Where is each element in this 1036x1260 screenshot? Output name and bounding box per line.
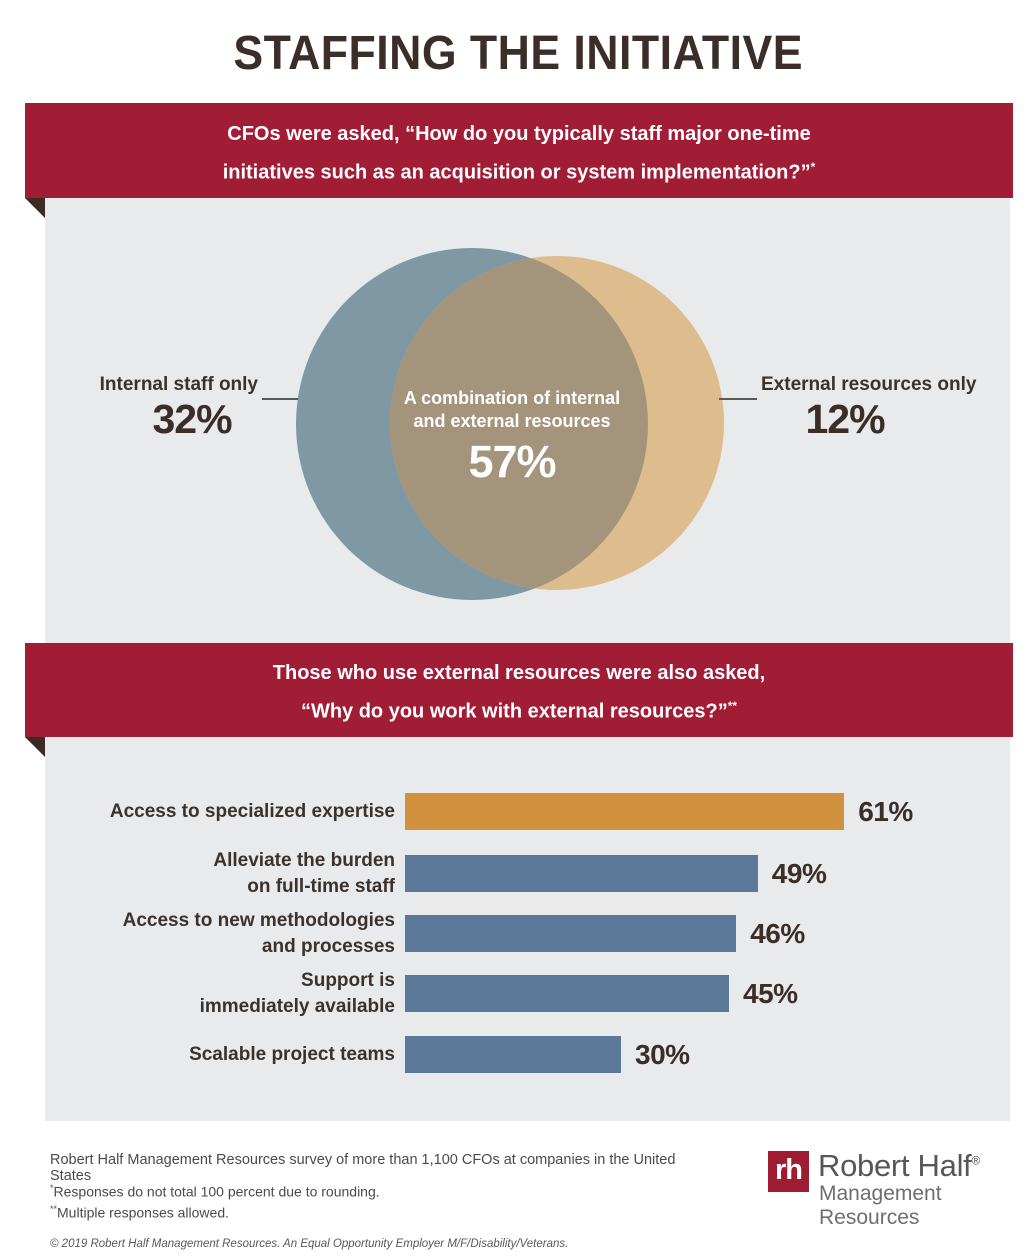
footnote-1: *Responses do not total 100 percent due … [50, 1183, 380, 1200]
footnote-marker-2: ** [727, 699, 738, 713]
venn-right-connector-line [719, 398, 757, 400]
venn-right-label: External resources only [761, 374, 977, 395]
footnote-marker-1: * [810, 160, 816, 174]
bar-label: Support is immediately available [199, 969, 395, 1017]
bar-label: Access to specialized expertise [109, 800, 395, 822]
bar-label: Scalable project teams [189, 1043, 395, 1065]
bar [405, 855, 758, 892]
venn-panel: Internal staff only 32% A combination of… [45, 198, 1010, 643]
question-2-line-2: “Why do you work with external resources… [300, 699, 738, 723]
question-2-line-1: Those who use external resources were al… [272, 662, 766, 684]
robert-half-logo-icon: rh [768, 1151, 809, 1192]
question-banner-2: Those who use external resources were al… [25, 643, 1013, 737]
bar-value: 30% [635, 1038, 690, 1070]
venn-left-connector-line [262, 398, 298, 400]
venn-right-value: 12% [805, 396, 885, 442]
bar [405, 975, 729, 1012]
registered-mark: ® [971, 1153, 981, 1168]
bar [405, 915, 737, 952]
venn-diagram [296, 248, 724, 600]
bar-label: Alleviate the burden on full-time staff [213, 849, 395, 897]
bar-value: 45% [743, 977, 798, 1009]
bar-chart-panel: Access to specialized expertise 61% Alle… [45, 737, 1010, 1121]
footnotes: *Responses do not total 100 percent due … [50, 1180, 700, 1221]
bar-row: Alleviate the burden on full-time staff … [45, 850, 1010, 897]
bar-value: 49% [771, 857, 827, 889]
robert-half-logo-division: Management Resources [819, 1182, 942, 1229]
banner-fold-triangle-2 [25, 737, 45, 757]
question-1-line-2: initiatives such as an acquisition or sy… [222, 160, 816, 184]
bar-value: 61% [858, 795, 913, 827]
bar-label: Access to new methodologies and processe… [122, 909, 395, 957]
bar [405, 793, 845, 830]
banner-fold-triangle-1 [25, 198, 45, 218]
survey-note: Robert Half Management Resources survey … [50, 1152, 676, 1184]
page-title: STAFFING THE INITIATIVE [233, 27, 803, 80]
venn-center-group: A combination of internal and external r… [382, 387, 642, 488]
bar-row: Scalable project teams 30% [45, 1036, 1010, 1073]
venn-center-label: A combination of internal and external r… [403, 388, 621, 431]
bar-row: Access to specialized expertise 61% [45, 793, 1010, 830]
question-banner-1: CFOs were asked, “How do you typically s… [25, 103, 1013, 198]
robert-half-logo-name: Robert Half® [818, 1148, 981, 1183]
bar-value: 46% [750, 917, 805, 949]
footnote-2: **Multiple responses allowed. [50, 1203, 229, 1221]
venn-center-value: 57% [468, 436, 556, 487]
bar-row: Access to new methodologies and processe… [45, 910, 1010, 957]
venn-left-value: 32% [152, 396, 232, 442]
venn-left-label: Internal staff only [99, 374, 258, 395]
bar [405, 1036, 621, 1073]
copyright-line: © 2019 Robert Half Management Resources.… [50, 1238, 569, 1250]
bar-row: Support is immediately available 45% [45, 970, 1010, 1017]
question-1-line-1: CFOs were asked, “How do you typically s… [227, 123, 811, 145]
